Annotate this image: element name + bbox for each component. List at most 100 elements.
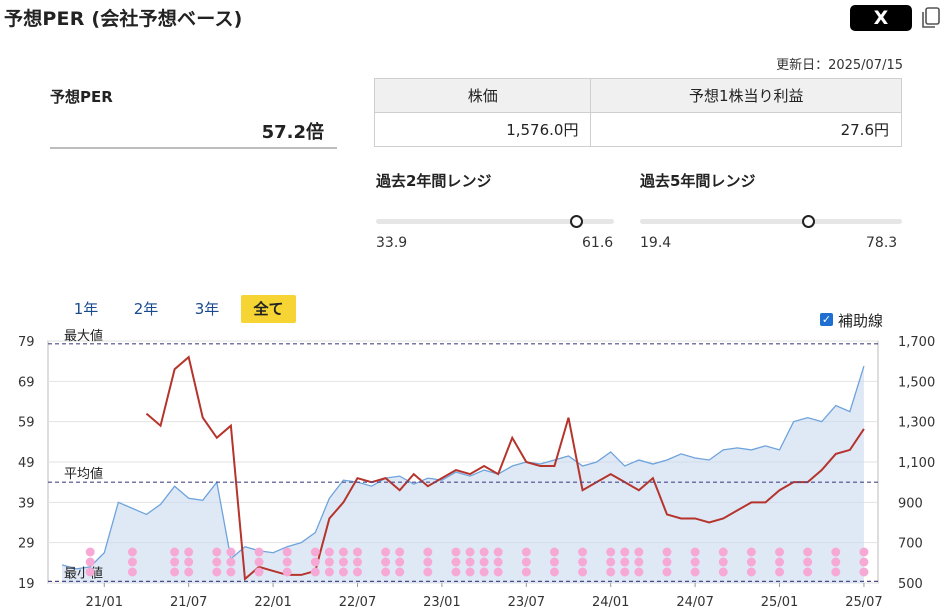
event-marker <box>395 547 405 557</box>
event-marker <box>634 547 644 557</box>
event-marker <box>451 557 461 567</box>
event-marker <box>521 567 531 577</box>
event-marker <box>465 567 475 577</box>
event-marker <box>127 557 137 567</box>
event-marker <box>226 557 236 567</box>
event-marker <box>493 567 503 577</box>
event-marker <box>803 547 813 557</box>
page-title: 予想PER (会社予想ベース) <box>4 8 243 30</box>
event-marker <box>282 557 292 567</box>
event-marker <box>718 567 728 577</box>
event-marker <box>606 547 616 557</box>
range-5y-track <box>640 219 902 224</box>
divider <box>50 147 337 149</box>
event-marker <box>381 567 391 577</box>
event-marker <box>226 567 236 577</box>
event-marker <box>85 557 95 567</box>
event-marker <box>578 547 588 557</box>
event-marker <box>521 557 531 567</box>
event-marker <box>606 567 616 577</box>
price-line <box>61 365 865 570</box>
x-tick-label: 24/07 <box>676 595 713 610</box>
per-value: 57.2倍 <box>261 122 324 143</box>
event-marker <box>493 547 503 557</box>
reference-line-label: 平均値 <box>64 466 103 482</box>
event-marker <box>395 567 405 577</box>
event-marker <box>423 567 433 577</box>
event-marker <box>282 567 292 577</box>
event-marker <box>310 567 320 577</box>
event-marker <box>254 557 264 567</box>
per-label: 予想PER <box>50 88 113 106</box>
event-marker <box>803 567 813 577</box>
event-marker <box>746 567 756 577</box>
event-marker <box>423 557 433 567</box>
y-right-tick-label: 1,100 <box>898 456 935 471</box>
event-marker <box>324 557 334 567</box>
event-marker <box>226 547 236 557</box>
tab-all[interactable]: 全て <box>241 295 296 323</box>
event-marker <box>662 567 672 577</box>
event-marker <box>549 547 559 557</box>
event-marker <box>549 557 559 567</box>
event-marker <box>479 547 489 557</box>
helper-lines-label[interactable]: 補助線 <box>838 312 884 330</box>
tab-3y[interactable]: 3年 <box>194 300 220 318</box>
helper-lines-checkbox[interactable]: ✓ <box>820 313 833 326</box>
event-marker <box>718 547 728 557</box>
event-marker <box>690 567 700 577</box>
event-marker <box>85 547 95 557</box>
event-marker <box>465 547 475 557</box>
event-marker <box>634 557 644 567</box>
reference-line-label: 最大値 <box>64 328 103 344</box>
y-left-tick-label: 39 <box>18 496 35 511</box>
event-marker <box>831 547 841 557</box>
event-marker <box>831 557 841 567</box>
event-marker <box>746 557 756 567</box>
copy-icon[interactable] <box>920 6 942 30</box>
event-marker <box>395 557 405 567</box>
tab-2y[interactable]: 2年 <box>133 300 159 318</box>
reference-line-label: 最小値 <box>64 565 103 581</box>
event-marker <box>381 557 391 567</box>
event-marker <box>85 567 95 577</box>
x-tick-label: 22/01 <box>254 595 291 610</box>
y-left-tick-label: 49 <box>18 456 35 471</box>
event-marker <box>451 567 461 577</box>
y-right-tick-label: 1,500 <box>898 375 935 390</box>
range-5y-marker <box>802 215 816 228</box>
event-marker <box>212 567 222 577</box>
event-marker <box>634 567 644 577</box>
event-marker <box>170 557 180 567</box>
table-cell-eps: 27.6円 <box>590 112 902 147</box>
event-marker <box>170 567 180 577</box>
event-marker <box>184 567 194 577</box>
event-marker <box>521 547 531 557</box>
y-left-tick-label: 69 <box>18 375 35 390</box>
table-header-price: 株価 <box>373 78 592 113</box>
event-marker <box>606 557 616 567</box>
event-marker <box>352 547 362 557</box>
event-marker <box>775 567 785 577</box>
event-marker <box>662 547 672 557</box>
event-marker <box>479 557 489 567</box>
event-marker <box>254 547 264 557</box>
y-left-tick-label: 19 <box>18 577 35 592</box>
x-tick-label: 24/01 <box>592 595 629 610</box>
event-marker <box>184 547 194 557</box>
event-marker <box>859 557 869 567</box>
range-5y-min: 19.4 <box>640 235 672 251</box>
event-marker <box>212 547 222 557</box>
range-2y-title: 過去2年間レンジ <box>376 172 492 190</box>
range-2y-max: 61.6 <box>582 235 614 251</box>
event-marker <box>212 557 222 567</box>
event-marker <box>282 547 292 557</box>
x-tick-label: 25/01 <box>761 595 798 610</box>
y-right-tick-label: 700 <box>898 537 923 552</box>
share-x-button[interactable]: X <box>850 5 912 31</box>
event-marker <box>184 557 194 567</box>
event-marker <box>324 567 334 577</box>
event-marker <box>620 567 630 577</box>
tab-1y[interactable]: 1年 <box>73 300 99 318</box>
y-right-tick-label: 1,300 <box>898 416 935 431</box>
